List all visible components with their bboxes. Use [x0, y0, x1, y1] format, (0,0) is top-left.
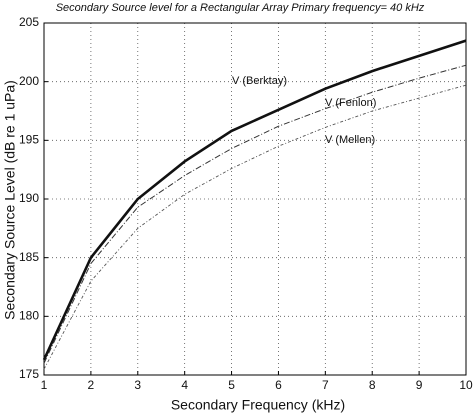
series-line — [43, 84, 467, 370]
y-tick-label: 195 — [19, 133, 39, 147]
series-line — [42, 39, 467, 361]
chart-title: Secondary Source level for a Rectangular… — [56, 2, 425, 14]
x-tick-label: 1 — [41, 378, 48, 392]
series-annotation: V (Fenlon) — [325, 97, 376, 109]
y-tick-label: 200 — [19, 74, 39, 88]
x-tick-label: 2 — [88, 378, 95, 392]
x-tick-label: 3 — [134, 378, 141, 392]
x-tick-label: 10 — [459, 378, 473, 392]
x-axis-label: Secondary Frequency (kHz) — [171, 397, 345, 413]
y-tick-label: 205 — [19, 15, 39, 29]
x-tick-label: 8 — [369, 378, 376, 392]
y-axis-label: Secondary Source Level (dB re 1 uPa) — [2, 80, 18, 320]
x-tick-label: 6 — [275, 378, 282, 392]
series-line — [43, 64, 467, 364]
x-tick-label: 7 — [322, 378, 329, 392]
y-tick-label: 190 — [19, 191, 39, 205]
series-annotation: V (Berktay) — [232, 75, 287, 87]
y-tick-label: 180 — [19, 309, 39, 323]
x-tick-label: 9 — [416, 378, 423, 392]
x-tick-label: 4 — [181, 378, 188, 392]
plot-frame — [43, 22, 467, 376]
y-tick-label: 175 — [19, 367, 39, 381]
series-annotation: V (Mellen) — [325, 134, 375, 146]
x-tick-label: 5 — [228, 378, 235, 392]
y-tick-label: 185 — [19, 250, 39, 264]
